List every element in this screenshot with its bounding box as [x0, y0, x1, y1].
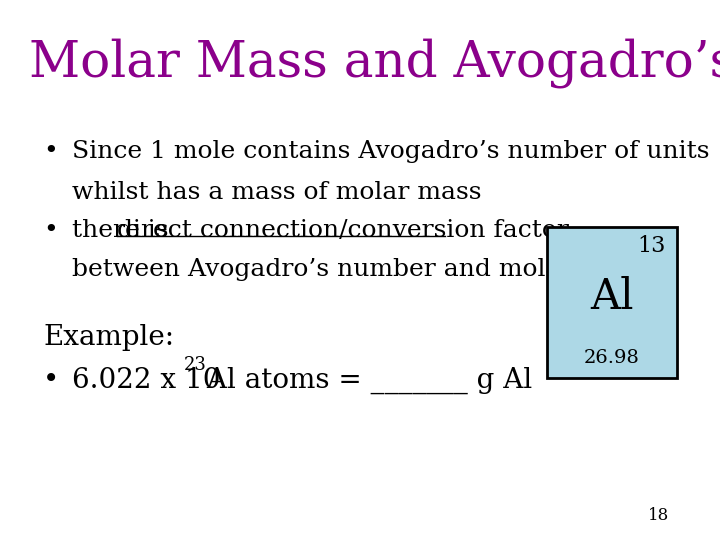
Text: there is: there is	[72, 219, 176, 242]
Text: Molar Mass and Avogadro’s Number: Molar Mass and Avogadro’s Number	[29, 38, 720, 88]
Text: •: •	[43, 367, 60, 394]
FancyBboxPatch shape	[547, 227, 677, 378]
Text: •: •	[43, 219, 58, 242]
Text: 26.98: 26.98	[584, 349, 640, 367]
Text: direct connection/conversion factor: direct connection/conversion factor	[117, 219, 570, 242]
Text: •: •	[43, 140, 58, 164]
Text: 23: 23	[184, 356, 207, 374]
Text: Since 1 mole contains Avogadro’s number of units: Since 1 mole contains Avogadro’s number …	[72, 140, 709, 164]
Text: Al atoms = _______ g Al: Al atoms = _______ g Al	[198, 367, 532, 394]
Text: 6.022 x 10: 6.022 x 10	[72, 367, 220, 394]
Text: 13: 13	[638, 235, 666, 257]
Text: between Avogadro’s number and molar mass.: between Avogadro’s number and molar mass…	[72, 258, 652, 281]
Text: Example:: Example:	[43, 324, 174, 351]
Text: Al: Al	[590, 276, 634, 318]
Text: 18: 18	[648, 507, 670, 524]
Text: whilst has a mass of molar mass: whilst has a mass of molar mass	[72, 181, 482, 204]
